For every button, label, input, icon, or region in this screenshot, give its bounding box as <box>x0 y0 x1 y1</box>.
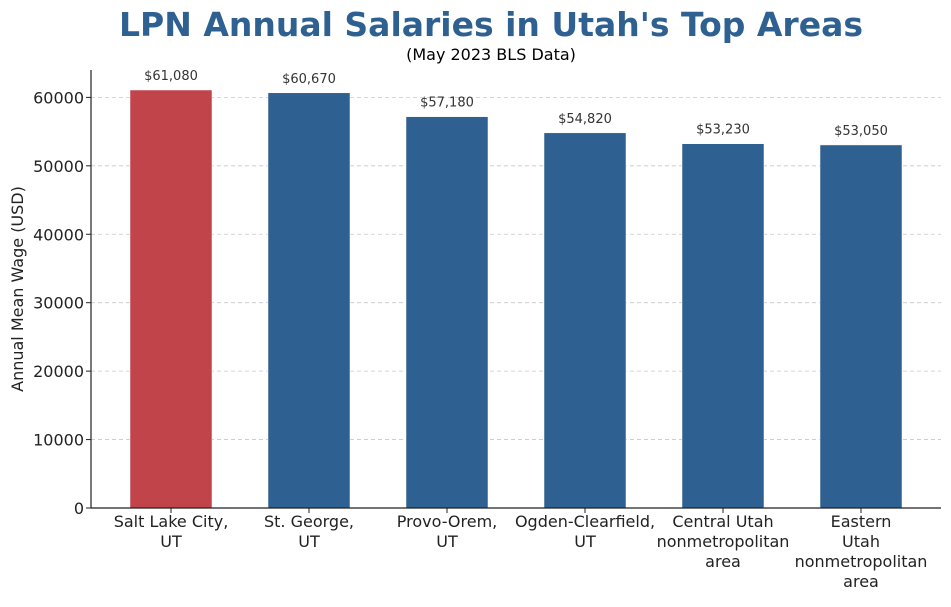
x-tick-label: UT <box>298 532 320 551</box>
bar <box>681 143 765 509</box>
x-tick-label: Ogden-Clearfield, <box>515 512 655 531</box>
y-tick-label: 0 <box>74 499 84 518</box>
bar <box>267 92 351 509</box>
bar-value-label: $57,180 <box>420 96 474 111</box>
value-labels: $61,080 $60,670 $57,180 $54,820 $53,230 $53,0… <box>144 69 888 139</box>
x-tick-label: UT <box>574 532 596 551</box>
chart-title: LPN Annual Salaries in Utah's Top Areas <box>119 5 863 44</box>
x-tick-label: Eastern <box>831 512 892 531</box>
bar-value-label: $54,820 <box>558 112 612 127</box>
x-tick-label: nonmetropolitan <box>795 552 928 571</box>
bar <box>543 132 627 509</box>
x-tick-label: Utah <box>842 532 880 551</box>
y-tick-label: 20000 <box>33 362 84 381</box>
x-tick-label: area <box>705 552 741 571</box>
chart-subtitle: (May 2023 BLS Data) <box>406 45 576 64</box>
x-tick-label: Salt Lake City, <box>114 512 229 531</box>
x-tick-label: area <box>843 572 879 591</box>
x-tick-label: UT <box>436 532 458 551</box>
y-axis-ticks: 0 10000 20000 30000 40000 50000 60000 <box>33 88 91 518</box>
bars <box>129 89 903 509</box>
bar <box>819 144 903 509</box>
bar-value-label: $61,080 <box>144 69 198 84</box>
x-tick-label: Central Utah <box>672 512 773 531</box>
bar-value-label: $53,230 <box>696 123 750 138</box>
x-tick-label: Provo-Orem, <box>397 512 498 531</box>
bar <box>405 116 489 509</box>
bar-value-label: $53,050 <box>834 124 888 139</box>
grid-lines <box>91 96 941 440</box>
bar-value-label: $60,670 <box>282 72 336 87</box>
x-tick-label: St. George, <box>264 512 354 531</box>
y-tick-label: 60000 <box>33 88 84 107</box>
bar <box>129 89 213 509</box>
y-tick-label: 40000 <box>33 225 84 244</box>
x-tick-label: nonmetropolitan <box>657 532 790 551</box>
y-tick-label: 10000 <box>33 431 84 450</box>
y-tick-label: 30000 <box>33 294 84 313</box>
y-tick-label: 50000 <box>33 157 84 176</box>
x-tick-label: UT <box>160 532 182 551</box>
y-axis-label: Annual Mean Wage (USD) <box>8 186 27 392</box>
